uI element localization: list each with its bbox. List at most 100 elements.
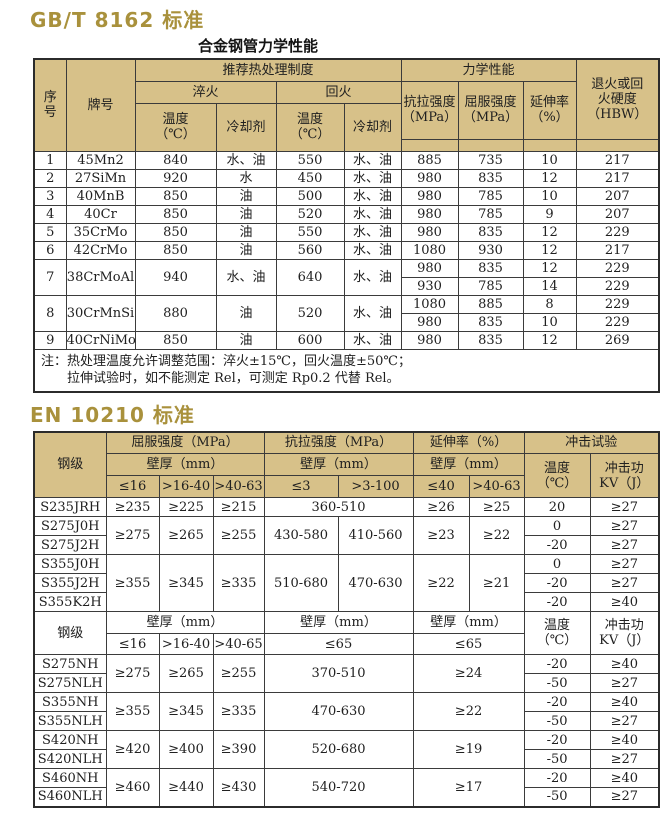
t2-impact-temp: 0 [523,516,591,536]
t1-temper-coolant: 水、油 [343,150,402,170]
t2-impact-energy: ≥40 [589,692,660,712]
t1-elong: 12 [522,168,577,188]
t2-impact-temp: -20 [523,768,591,788]
t1-no: 8 [33,294,67,332]
t1-quench-coolant: 水 [215,168,277,188]
t1-grade: 38CrMoAl [65,258,136,296]
t1-header-elong: 延伸率 （%） [522,80,577,140]
t2-impact-energy: ≥27 [589,787,660,807]
t1-elong: 10 [522,312,577,332]
t2-yield-2: ≥265 [158,516,214,555]
note-line-1: 注：热处理温度允许调整范围：淬火±15℃，回火温度±50℃； [41,353,411,369]
t2-elong: ≥22 [412,692,525,731]
t1-yield: 835 [457,168,524,188]
t2-grade: S275NLH [33,673,107,693]
t2-header-tensile-col1: ≤3 [263,475,339,498]
t2-tensile-2: 410-560 [337,516,414,555]
t1-hbw: 217 [575,240,660,260]
t1-no: 1 [33,150,67,170]
section2-title: EN 10210 标准 [30,402,195,427]
t1-temper-temp: 640 [275,258,345,296]
t2-yield-1: ≥460 [105,768,160,807]
t1-temper-temp: 550 [275,150,345,170]
t2-mid-impact-energy: 冲击功 KV（J） [589,611,660,655]
t1-grade: 42CrMo [65,240,136,260]
t2-yield-1: ≥420 [105,730,160,769]
t2-impact-energy: ≥40 [589,592,660,612]
t1-quench-temp: 840 [134,150,217,170]
t1-quench-coolant: 水、油 [215,258,277,296]
t1-tensile: 1080 [400,294,459,314]
t1-hbw: 229 [575,222,660,242]
t2-header-yield-col3: >40-63 [212,475,265,498]
t2-mid-impact-temp: 温度 （℃） [523,611,591,655]
t2-yield-2: ≥440 [158,768,214,807]
t2-mid-yield-col3: >40-65 [212,633,265,655]
t1-header-quench-temp: 温度 （℃） [134,102,217,152]
t1-quench-temp: 850 [134,240,217,260]
t1-tensile: 1080 [400,240,459,260]
t2-impact-temp: -20 [523,535,591,555]
t1-quench-coolant: 油 [215,204,277,224]
table2-en10210: 钢级 屈服强度（MPa） 抗拉强度（MPa） 延伸率（%） 冲击试验 壁厚（mm… [33,430,661,808]
t1-header-spacer [400,138,459,152]
t2-grade: S355NLH [33,711,107,731]
t2-header-elong-col2: >40-63 [468,475,525,498]
t2-elong: ≥19 [412,730,525,769]
t2-header-tensile-group: 抗拉强度（MPa） [263,431,414,454]
t2-mid-elong-col: ≤65 [412,633,525,655]
t2-impact-energy: ≥27 [589,535,660,555]
t2-yield-3: ≥335 [212,554,265,612]
t1-tensile: 980 [400,222,459,242]
table-row: S460NLH -50 ≥27 [33,787,660,807]
t2-impact-energy: ≥27 [589,711,660,731]
t1-yield: 885 [457,294,524,314]
t1-temper-temp: 450 [275,168,345,188]
table-row: S420NH ≥420 ≥400 ≥390 520-680 ≥19 -20 ≥40 [33,730,660,769]
t1-temper-temp: 520 [275,204,345,224]
t2-elong: ≥24 [412,654,525,693]
t2-grade: S355K2H [33,592,107,612]
t2-elong-1: ≥26 [412,497,470,517]
table1-body: 1 45Mn2 840 水、油 550 水、油 885 735 10 217 2 27SiMn 920 水… [33,150,660,350]
t2-tensile: 370-510 [263,654,414,693]
t1-temper-coolant: 水、油 [343,240,402,260]
table-row: S460NH ≥460 ≥440 ≥430 540-720 ≥17 -20 ≥40 [33,768,660,807]
t1-no: 9 [33,330,67,350]
t2-impact-energy: ≥40 [589,730,660,750]
t2-elong-1: ≥23 [412,516,470,555]
t1-elong: 10 [522,186,577,206]
t1-temper-temp: 520 [275,294,345,332]
t1-elong: 12 [522,222,577,242]
table-row: S420NLH -50 ≥27 [33,749,660,769]
t1-yield: 785 [457,204,524,224]
t2-impact-energy: ≥27 [589,573,660,593]
t1-grade: 40MnB [65,186,136,206]
table-row: 4 40Cr 850 油 520 水、油 980 785 9 207 [33,204,660,224]
t1-header-spacer [457,138,524,152]
t1-elong: 9 [522,204,577,224]
t1-hbw: 229 [575,294,660,314]
t1-temper-coolant: 水、油 [343,186,402,206]
t1-header-yield: 屈服强度 （MPa） [457,80,524,140]
t1-elong: 12 [522,330,577,350]
t1-tensile: 980 [400,168,459,188]
table-row: 5 35CrMo 850 油 550 水、油 980 835 12 229 [33,222,660,242]
t2-impact-energy: ≥27 [589,749,660,769]
t1-quench-coolant: 油 [215,186,277,206]
table-row: S355J0H ≥355 ≥345 ≥335 510-680 470-630 ≥22 ≥21 0… [33,554,660,612]
t2-impact-temp: -50 [523,673,591,693]
t2-yield-2: ≥345 [158,692,214,731]
t2-yield-3: ≥215 [212,497,265,517]
t2-elong-1: ≥22 [412,554,470,612]
t1-temper-coolant: 水、油 [343,294,402,332]
table-row: S275J0H ≥275 ≥265 ≥255 430-580 410-560 ≥23 ≥22 0… [33,516,660,555]
t1-quench-temp: 880 [134,294,217,332]
t2-elong: ≥17 [412,768,525,807]
t1-no: 3 [33,186,67,206]
t2-header-impact-temp: 温度 （℃） [523,453,591,498]
t2-grade: S355J2H [33,573,107,593]
t2-header-wall-yield: 壁厚（mm） [105,453,265,476]
t2-impact-temp: -20 [523,692,591,712]
